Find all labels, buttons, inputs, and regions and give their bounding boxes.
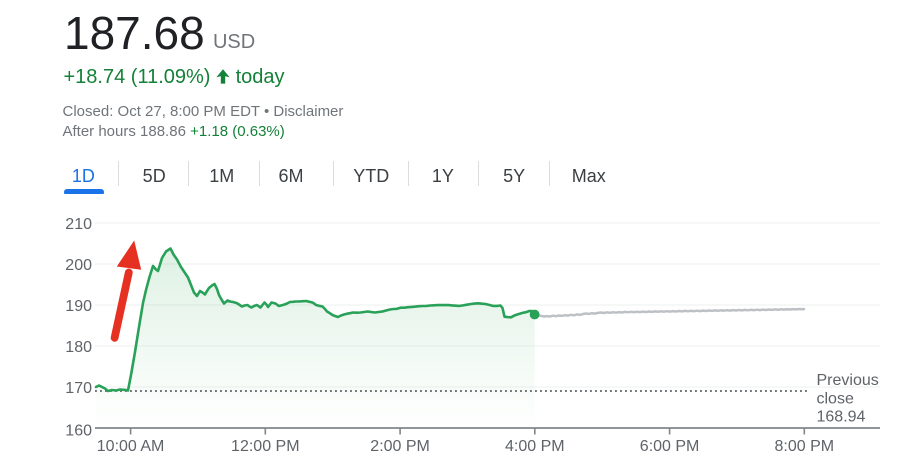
svg-text:170: 170 [65,380,92,397]
svg-text:160: 160 [65,423,92,440]
svg-text:12:00 PM: 12:00 PM [231,438,299,455]
svg-text:210: 210 [65,216,92,233]
svg-text:180: 180 [65,339,92,356]
svg-text:2:00 PM: 2:00 PM [370,438,430,455]
svg-text:4:00 PM: 4:00 PM [505,438,565,455]
svg-text:8:00 PM: 8:00 PM [775,438,835,455]
svg-text:200: 200 [65,257,92,274]
svg-text:6:00 PM: 6:00 PM [640,438,700,455]
svg-text:10:00 AM: 10:00 AM [97,438,165,455]
svg-text:190: 190 [65,298,92,315]
svg-text:close: close [817,391,854,408]
svg-text:168.94: 168.94 [817,409,866,426]
svg-text:Previous: Previous [817,372,879,389]
